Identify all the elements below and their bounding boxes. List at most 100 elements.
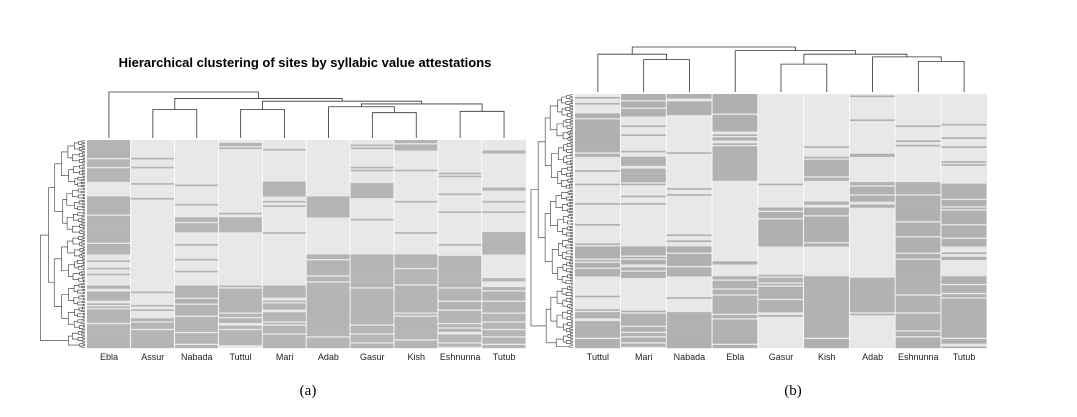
heatmap-cell (262, 330, 306, 332)
heatmap-cell (87, 260, 131, 262)
heatmap-cell (438, 319, 482, 322)
heatmap-cell (174, 226, 219, 228)
heatmap-cell (87, 331, 131, 334)
heatmap-cell (620, 328, 666, 331)
heatmap-cell (394, 303, 438, 306)
heatmap-cell (712, 301, 758, 304)
heatmap-cell (712, 119, 758, 122)
heatmap-cell (849, 306, 895, 308)
dendrogram-link (569, 106, 573, 109)
dendrogram-link (551, 249, 559, 274)
heatmap-cell (758, 240, 804, 243)
dendrogram-link (83, 268, 85, 271)
heatmap-cell (306, 211, 350, 213)
dendrogram-link (82, 259, 85, 262)
heatmap-cell (306, 306, 350, 309)
dendrogram-link (81, 294, 85, 298)
heatmap-cell (666, 240, 712, 243)
heatmap-cell (849, 294, 895, 296)
heatmap-cell (87, 252, 131, 255)
heatmap-cell (350, 322, 394, 325)
heatmap-cell (575, 295, 621, 298)
heatmap-cell (130, 325, 175, 328)
heatmap-cell (306, 287, 350, 289)
heatmap-cell (712, 346, 758, 349)
heatmap-cell (666, 325, 712, 328)
dendrogram-link (77, 212, 84, 217)
heatmap-cell (306, 202, 350, 205)
heatmap-cell (306, 279, 350, 282)
heatmap-cell (350, 279, 394, 282)
heatmap-cell (438, 263, 482, 265)
heatmap-cell (712, 342, 758, 344)
dendrogram-link (569, 285, 573, 288)
heatmap-cell (482, 309, 526, 312)
heatmap-cell (350, 285, 394, 288)
heatmap-cell (712, 309, 758, 311)
heatmap-cell (712, 262, 758, 265)
heatmap-cell (712, 110, 758, 113)
heatmap-cell (87, 251, 131, 254)
heatmap-cell (575, 116, 621, 119)
heatmap-cell (712, 105, 758, 108)
heatmap-cell (712, 316, 758, 319)
heatmap-cell (803, 318, 850, 320)
heatmap-cell (666, 345, 712, 347)
heatmap-cell (895, 210, 941, 213)
heatmap-cell (620, 168, 666, 171)
heatmap-cell (849, 182, 895, 184)
dendrogram-link (72, 225, 80, 233)
heatmap-cell (218, 309, 262, 312)
heatmap-cell (666, 234, 712, 237)
heatmap-cell (666, 262, 712, 265)
heatmap-cell (87, 227, 131, 230)
heatmap-cell (394, 257, 438, 260)
heatmap-cell (575, 102, 621, 105)
column-labels: Ebla Assur Nabada Tuttul Mari Adab Gasur Kish Es… (100, 352, 515, 362)
heatmap-cell (350, 272, 394, 274)
heatmap-cell (575, 330, 621, 332)
dendrogram-link (78, 277, 84, 282)
heatmap-cell (130, 339, 175, 341)
heatmap-cell (620, 162, 666, 165)
heatmap-cell (218, 339, 262, 341)
heatmap-cell (620, 324, 666, 326)
heatmap-cell (849, 189, 895, 192)
heatmap-cell (712, 99, 758, 102)
heatmap-cell (575, 345, 621, 347)
heatmap-cell (666, 324, 712, 326)
dendrogram-link (780, 63, 828, 92)
heatmap-cell (849, 313, 895, 316)
heatmap-cell (262, 312, 306, 314)
heatmap-cell (895, 297, 941, 299)
heatmap-cell (482, 296, 526, 298)
heatmap-cell (666, 188, 712, 190)
heatmap-cell (941, 277, 987, 280)
heatmap-cell (712, 158, 758, 160)
heatmap-cell (87, 151, 131, 154)
heatmap-cell (87, 238, 131, 240)
heatmap-cell (87, 249, 131, 252)
dendrogram-link (81, 283, 85, 286)
heatmap-cell (87, 306, 131, 309)
dendrogram-link (570, 163, 573, 166)
heatmap-cell (849, 295, 895, 298)
heatmap-cell (306, 254, 350, 257)
heatmap-cell (394, 145, 438, 148)
heatmap-cell (306, 290, 350, 292)
heatmap-cell (174, 306, 219, 309)
dendrogram-link (81, 339, 85, 342)
heatmap-cell (350, 318, 394, 320)
heatmap-cell (666, 342, 712, 344)
heatmap-cell (350, 257, 394, 260)
dendrogram-link (81, 309, 85, 312)
heatmap-cell (666, 249, 712, 252)
heatmap-cell (174, 328, 219, 331)
heatmap-cell (306, 270, 350, 273)
dendrogram-link (569, 228, 573, 232)
heatmap-cell (895, 189, 941, 192)
heatmap-cell (941, 244, 987, 247)
heatmap-cell (575, 259, 621, 262)
heatmap-cell (803, 292, 850, 295)
dendrogram-link (74, 142, 80, 150)
